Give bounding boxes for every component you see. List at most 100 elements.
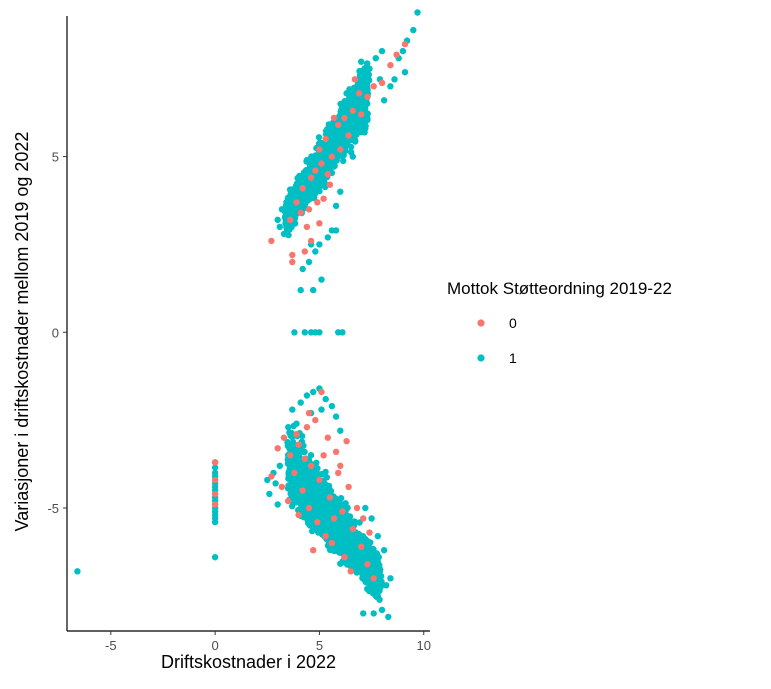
x-tick-label: 10 — [417, 638, 431, 653]
data-point-1 — [300, 494, 307, 502]
legend-label-1: 1 — [509, 350, 517, 366]
data-point-1 — [380, 97, 388, 104]
data-point-1 — [289, 485, 296, 493]
data-point-1 — [313, 459, 320, 466]
data-point-0 — [324, 170, 331, 178]
data-point-1 — [294, 479, 301, 487]
data-point-0 — [289, 251, 296, 259]
data-point-0 — [268, 473, 275, 480]
data-point-0 — [393, 51, 400, 58]
data-point-0 — [335, 121, 342, 129]
data-point-1 — [328, 147, 336, 154]
data-point-1 — [337, 427, 344, 434]
data-point-0 — [312, 416, 319, 424]
data-point-1 — [304, 166, 312, 174]
data-point-1 — [318, 140, 325, 147]
data-point-1 — [343, 512, 350, 519]
data-point-1 — [340, 157, 347, 164]
data-point-1 — [401, 69, 409, 76]
data-point-0 — [337, 462, 344, 469]
data-point-1 — [278, 206, 286, 213]
data-point-0 — [378, 79, 386, 87]
data-point-1 — [383, 582, 390, 589]
data-point-1 — [211, 508, 219, 515]
data-point-0 — [349, 525, 356, 533]
data-point-1 — [318, 406, 325, 413]
data-point-1 — [299, 265, 306, 273]
data-point-1 — [338, 101, 346, 108]
y-tick-label: 0 — [52, 325, 59, 340]
data-point-1 — [363, 71, 370, 79]
data-point-1 — [329, 523, 337, 530]
data-point-1 — [323, 474, 330, 481]
data-point-1 — [326, 546, 334, 553]
data-point-1 — [291, 329, 298, 336]
data-point-0 — [299, 185, 306, 192]
data-point-1 — [363, 567, 371, 574]
data-point-0 — [278, 483, 286, 491]
data-point-1 — [276, 462, 283, 469]
data-point-0 — [268, 237, 275, 245]
data-point-1 — [285, 424, 292, 431]
data-point-0 — [293, 199, 300, 206]
data-point-0 — [307, 462, 315, 469]
data-point-1 — [378, 578, 385, 585]
data-point-1 — [343, 90, 350, 97]
data-point-1 — [349, 127, 356, 135]
data-point-0 — [301, 455, 308, 462]
data-point-1 — [294, 487, 302, 494]
data-point-1 — [211, 515, 219, 522]
data-point-1 — [329, 140, 336, 147]
legend-entries: 01 — [477, 315, 517, 366]
data-point-1 — [325, 510, 332, 518]
data-point-1 — [266, 490, 273, 498]
data-point-0 — [320, 195, 327, 202]
data-point-1 — [302, 500, 309, 507]
data-point-0 — [364, 93, 371, 101]
data-point-1 — [74, 568, 81, 575]
data-point-0 — [353, 504, 361, 512]
data-point-1 — [303, 156, 311, 164]
data-point-1 — [308, 190, 315, 197]
data-point-1 — [330, 163, 337, 170]
data-point-1 — [306, 487, 314, 494]
data-point-0 — [211, 459, 219, 466]
data-point-0 — [303, 424, 311, 431]
data-point-0 — [320, 452, 327, 459]
data-point-1 — [316, 241, 323, 248]
data-point-1 — [272, 480, 279, 487]
data-point-1 — [304, 180, 312, 188]
data-point-1 — [297, 286, 304, 294]
data-point-1 — [351, 540, 359, 547]
data-point-0 — [211, 476, 219, 484]
data-point-1 — [343, 109, 350, 116]
data-point-1 — [304, 468, 311, 475]
data-point-1 — [328, 402, 336, 410]
data-point-0 — [284, 497, 292, 505]
data-point-1 — [368, 515, 375, 522]
data-point-1 — [300, 442, 307, 449]
data-point-1 — [297, 399, 304, 406]
data-point-1 — [387, 83, 394, 90]
data-point-0 — [355, 90, 363, 97]
data-point-1 — [312, 158, 319, 165]
data-point-1 — [353, 564, 360, 571]
data-point-1 — [280, 230, 288, 238]
data-point-1 — [313, 466, 320, 473]
data-point-1 — [348, 554, 355, 562]
data-point-1 — [317, 523, 325, 530]
legend-key-1 — [477, 354, 485, 362]
data-point-1 — [318, 276, 325, 283]
data-point-1 — [348, 96, 355, 103]
data-point-0 — [337, 146, 344, 153]
data-point-0 — [322, 532, 329, 540]
data-point-1 — [322, 468, 329, 476]
data-point-1 — [350, 546, 358, 553]
data-point-1 — [342, 520, 349, 527]
data-point-1 — [364, 585, 371, 593]
data-point-1 — [288, 224, 295, 231]
data-point-1 — [370, 610, 377, 617]
data-point-1 — [313, 489, 320, 497]
data-point-1 — [289, 406, 296, 413]
